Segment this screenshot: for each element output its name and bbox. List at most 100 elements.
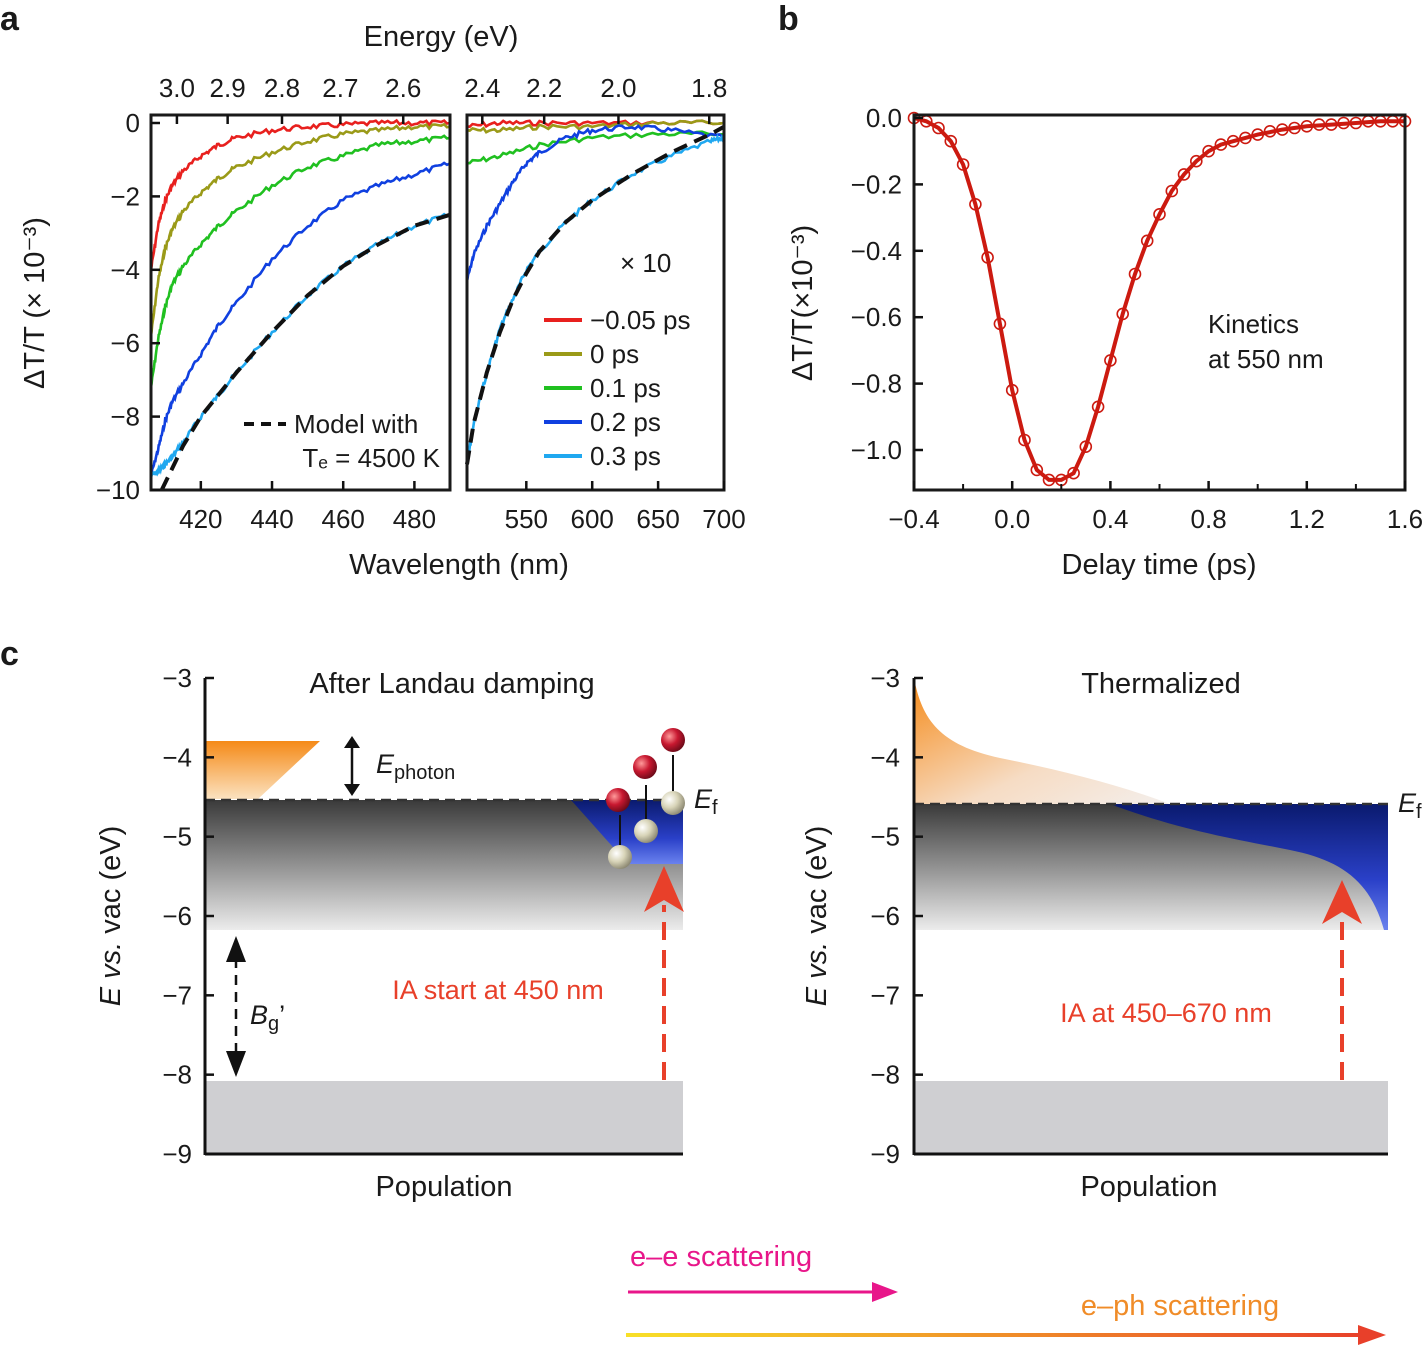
kinetics-point	[993, 317, 1007, 331]
panel-letter-a: a	[0, 0, 20, 38]
kinetics-point	[1263, 125, 1277, 138]
energy-tick-label: 2.6	[385, 73, 421, 103]
eph-scattering-label: e–ph scattering	[1081, 1290, 1279, 1322]
energy-tick-label: −9	[870, 1139, 900, 1169]
kinetics-point	[1091, 400, 1105, 414]
spectrum-series	[149, 161, 451, 476]
legend-label-neg005: −0.05 ps	[590, 305, 690, 335]
delay-legend: −0.05 ps 0 ps 0.1 ps 0.2 ps 0.3 ps	[544, 305, 690, 471]
energy-tick-label: 3.0	[159, 73, 195, 103]
x-tick-label: 0.8	[1191, 504, 1227, 534]
energy-tick-label: 2.2	[526, 73, 562, 103]
hot-electron-region	[205, 741, 320, 799]
kinetics-point	[1153, 208, 1166, 221]
hole-tail	[1110, 804, 1388, 930]
energy-tick-label: −4	[870, 742, 900, 772]
bandgap-label: Bg’	[250, 1000, 285, 1035]
eph-arrow-line	[626, 1333, 1366, 1337]
kinetics-point	[1140, 234, 1154, 248]
lower-band	[205, 1081, 683, 1153]
model-legend-label-2: Tₑ = 4500 K	[302, 443, 440, 473]
legend-label-01ps: 0.1 ps	[590, 373, 661, 403]
y-tick-label: −1.0	[851, 435, 902, 465]
x-tick-label: 480	[393, 504, 436, 534]
spectrum-series	[149, 118, 451, 271]
kinetics-point	[1165, 184, 1179, 198]
thermalized-title: Thermalized	[1081, 668, 1241, 700]
energy-tick-label: −6	[162, 901, 192, 931]
kinetics-point	[956, 158, 970, 171]
panel-letter-c: c	[0, 635, 19, 673]
kinetics-point	[1018, 433, 1031, 447]
bandgap-arrowheads	[226, 936, 246, 1077]
electron-ball	[608, 845, 632, 869]
energy-tick-label: −7	[162, 980, 192, 1010]
panel-b-ticks: 0.0 −0.2 −0.4 −0.6 −0.8 −1.0 −0.4 0.0 0.4 0.8 1.2 1…	[851, 103, 1423, 534]
kinetics-point	[1226, 134, 1240, 148]
kinetics-point	[1030, 463, 1044, 477]
ee-arrowhead	[872, 1282, 898, 1302]
x-tick-label: 600	[571, 504, 614, 534]
spectrum-series	[150, 212, 451, 477]
kinetics-fit-line	[913, 116, 1405, 482]
kinetics-point	[1042, 473, 1056, 487]
panel-a-right-frame	[465, 113, 726, 492]
kinetics-point	[1214, 138, 1228, 151]
eph-arrowhead	[1358, 1325, 1386, 1345]
panel-a-right-plot	[465, 119, 726, 465]
y-tick-label: −0.4	[851, 236, 902, 266]
panel-a-left-frame	[149, 113, 452, 492]
energy-tick-label: −8	[870, 1060, 900, 1090]
legend-label-0ps: 0 ps	[590, 339, 639, 369]
kinetics-point	[1239, 131, 1252, 145]
model-curve	[159, 212, 451, 491]
ia-arrowhead-left	[644, 866, 684, 912]
kinetics-point	[1300, 120, 1314, 133]
spectrum-series	[149, 134, 451, 388]
spectrum-series	[149, 122, 451, 336]
y-tick-label: −0.2	[851, 169, 902, 199]
energy-tick-label: −5	[870, 822, 900, 852]
kinetics-point	[1312, 118, 1326, 131]
panel-letter-b: b	[778, 0, 799, 38]
kinetics-point	[981, 251, 994, 264]
kinetics-point	[1288, 121, 1301, 135]
kinetics-point	[932, 121, 945, 135]
kinetics-point	[1067, 466, 1080, 480]
hole-region	[571, 800, 683, 864]
energy-label-right: E vs. vac (eV)	[801, 826, 833, 1007]
kinetics-point	[1104, 354, 1117, 367]
hot-electron-tail	[914, 678, 1170, 804]
landau-title: After Landau damping	[309, 668, 594, 700]
kinetics-point	[1276, 123, 1289, 136]
electron-ball	[634, 819, 658, 843]
y-tick-label: −8	[110, 402, 140, 432]
kinetics-point	[944, 134, 958, 148]
energy-tick-label: 2.0	[600, 73, 636, 103]
kinetics-point	[1128, 267, 1142, 281]
model-legend-label-1: Model with	[294, 409, 418, 439]
multiplier-note: × 10	[620, 248, 671, 278]
fermi-label-right: Ef	[1398, 788, 1422, 823]
energy-tick-label: −7	[870, 980, 900, 1010]
kinetics-point	[1190, 154, 1203, 168]
y-tick-label: −10	[96, 475, 140, 505]
energy-tick-label: −3	[162, 663, 192, 693]
spectrum-series	[466, 130, 725, 165]
spectrum-series	[465, 124, 725, 282]
energy-tick-label: 2.4	[464, 73, 500, 103]
kinetics-point	[1325, 118, 1338, 131]
energy-tick-label: −3	[870, 663, 900, 693]
population-label-left: Population	[375, 1171, 512, 1203]
panel-b-frame	[912, 113, 1407, 492]
ia-label-left: IA start at 450 nm	[392, 975, 604, 1005]
photon-label: Ephoton	[376, 749, 455, 784]
x-tick-label: 650	[636, 504, 679, 534]
panel-a-ticks: 0 −2 −4 −6 −8 −10 420 440 460 480 550 600 650 700 3.0 2…	[96, 73, 746, 534]
kinetics-point	[1116, 307, 1129, 321]
x-tick-label: 440	[250, 504, 293, 534]
y-tick-label: −0.6	[851, 302, 902, 332]
electron-ball	[661, 791, 685, 815]
kinetics-point	[1251, 128, 1264, 141]
